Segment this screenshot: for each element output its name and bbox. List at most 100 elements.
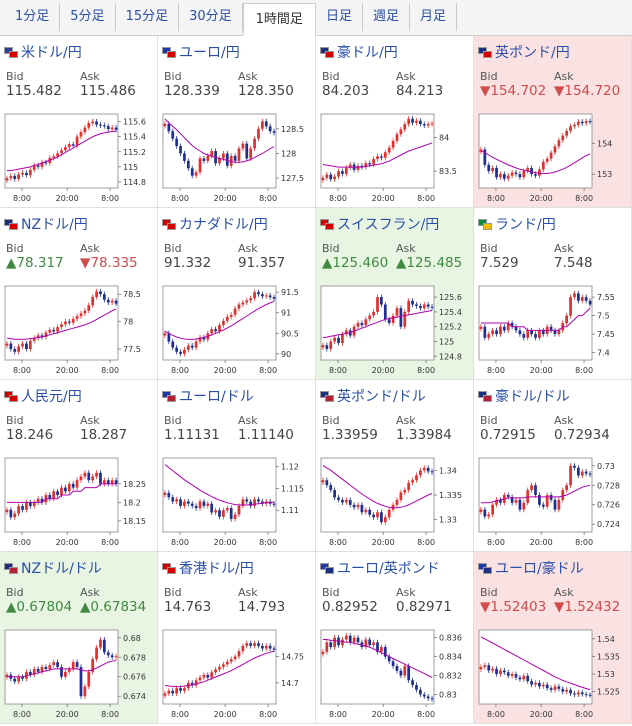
pair-title[interactable]: 豪ドル/円 — [320, 43, 398, 61]
moving-average-line — [6, 483, 117, 503]
flag-icon — [320, 562, 334, 574]
pair-name-link[interactable]: ユーロ/円 — [179, 45, 240, 61]
pair-title[interactable]: ユーロ/ドル — [162, 387, 254, 405]
candlestick-chart[interactable]: 8:00 20:00 8:00 1.12 1.115 1.11 — [162, 454, 312, 548]
candle — [383, 304, 387, 320]
candlestick-chart[interactable]: 8:00 20:00 8:00 84 83.5 — [320, 110, 470, 204]
tab-7[interactable]: 月足 — [410, 3, 457, 31]
flag-icon — [162, 46, 176, 58]
candle — [538, 495, 541, 505]
pair-name-link[interactable]: ランド/円 — [495, 217, 556, 233]
candlestick-chart[interactable]: 8:00 20:00 8:00 1.34 1.335 1.33 — [320, 454, 470, 548]
pair-title[interactable]: スイスフラン/円 — [320, 215, 439, 233]
pair-title[interactable]: ユーロ/円 — [162, 43, 240, 61]
candlestick-chart[interactable]: 8:00 20:00 8:00 18.25 18.2 18.15 — [4, 454, 154, 548]
candlestick-chart[interactable]: 8:00 20:00 8:00 154 153 — [478, 110, 628, 204]
ask-value: 84.213 — [396, 83, 444, 99]
x-tick-label: 8:00 — [329, 710, 347, 719]
tab-4[interactable]: 1時間足 — [242, 3, 316, 36]
tab-3[interactable]: 30分足 — [179, 3, 243, 31]
pair-name-link[interactable]: 英ポンド/ドル — [337, 389, 426, 405]
candlestick-chart[interactable]: 8:00 20:00 8:00 91.5 91 90.5 90 — [162, 282, 312, 376]
candlestick-chart[interactable]: 8:00 20:00 8:00 128.5 128 127.5 — [162, 110, 312, 204]
pair-title[interactable]: 豪ドル/ドル — [478, 387, 570, 405]
flag-quote-icon — [483, 394, 492, 402]
pair-title[interactable]: 人民元/円 — [4, 387, 82, 405]
tab-0[interactable]: 1分足 — [5, 3, 61, 31]
pair-title[interactable]: 米ドル/円 — [4, 43, 82, 61]
x-tick-label: 8:00 — [101, 538, 119, 547]
candle — [549, 326, 553, 331]
candle — [510, 496, 514, 503]
candlestick-chart[interactable]: 8:00 20:00 8:00 0.836 0.834 0.832 0.83 — [320, 626, 470, 720]
pair-title[interactable]: 英ポンド/円 — [478, 43, 570, 61]
candle — [576, 121, 580, 125]
pair-name-link[interactable]: ユーロ/ドル — [179, 389, 254, 405]
candle — [79, 476, 83, 481]
x-tick-label: 8:00 — [13, 194, 31, 203]
tab-2[interactable]: 15分足 — [116, 3, 180, 31]
candlestick-chart[interactable]: 8:00 20:00 8:00 115.6 115.4 115.2 115 114.8 — [4, 110, 154, 204]
pair-title[interactable]: NZドル/ドル — [4, 559, 102, 577]
candle — [399, 492, 403, 500]
candle — [565, 130, 569, 136]
candle — [534, 485, 537, 495]
pair-name-link[interactable]: 豪ドル/円 — [337, 45, 398, 61]
pair-title[interactable]: カナダドル/円 — [162, 215, 268, 233]
flag-base-icon — [320, 390, 329, 398]
pair-name-link[interactable]: カナダドル/円 — [179, 217, 268, 233]
tab-1[interactable]: 5分足 — [60, 3, 116, 31]
tab-6[interactable]: 週足 — [363, 3, 410, 31]
x-tick-label: 20:00 — [56, 194, 79, 203]
candlestick-chart[interactable]: 8:00 20:00 8:00 1.54 1.535 1.53 1.525 — [478, 626, 628, 720]
candle — [360, 504, 364, 513]
flag-quote-icon — [483, 50, 492, 58]
pair-name-link[interactable]: ユーロ/豪ドル — [495, 561, 584, 577]
candle — [75, 662, 79, 667]
pair-name-link[interactable]: 豪ドル/ドル — [495, 389, 570, 405]
pair-name-link[interactable]: スイスフラン/円 — [337, 217, 440, 233]
pair-name-link[interactable]: ユーロ/英ポンド — [337, 561, 440, 577]
candlestick-chart[interactable]: 8:00 20:00 8:00 7.55 7.5 7.45 7.4 — [478, 282, 628, 376]
bid-label: Bid — [322, 414, 340, 427]
candle — [206, 155, 210, 161]
candlestick-chart[interactable]: 8:00 20:00 8:00 125.6 125.4 125.2 125 124.8 — [320, 282, 470, 376]
candle — [372, 642, 375, 646]
pair-title[interactable]: 英ポンド/ドル — [320, 387, 426, 405]
flag-base-icon — [162, 46, 171, 54]
candle — [399, 308, 403, 327]
y-tick-label: 1.115 — [281, 484, 304, 493]
candle — [71, 662, 75, 669]
x-tick-label: 20:00 — [56, 366, 79, 375]
candle — [253, 138, 256, 149]
pair-name-link[interactable]: 人民元/円 — [21, 389, 82, 405]
pair-title[interactable]: ユーロ/英ポンド — [320, 559, 440, 577]
candlestick-chart[interactable]: 8:00 20:00 8:00 0.73 0.728 0.726 0.724 — [478, 454, 628, 548]
pair-name-link[interactable]: 英ポンド/円 — [495, 45, 570, 61]
candlestick-chart[interactable]: 8:00 20:00 8:00 78.5 78 77.5 — [4, 282, 154, 376]
candle — [106, 480, 110, 484]
candle — [522, 171, 526, 178]
pair-title[interactable]: 香港ドル/円 — [162, 559, 254, 577]
pair-title[interactable]: ランド/円 — [478, 215, 556, 233]
pair-title[interactable]: NZドル/円 — [4, 215, 88, 233]
candle — [580, 471, 584, 476]
candle — [95, 647, 98, 660]
candle — [52, 662, 56, 666]
tab-5[interactable]: 日足 — [316, 3, 363, 31]
y-tick-label: 0.674 — [123, 692, 146, 701]
pair-name-link[interactable]: 香港ドル/円 — [179, 561, 254, 577]
candle — [569, 465, 572, 486]
candle — [395, 499, 399, 505]
candle — [9, 175, 13, 179]
candlestick-chart[interactable]: 8:00 20:00 8:00 0.68 0.678 0.676 0.674 — [4, 626, 154, 720]
pair-title[interactable]: ユーロ/豪ドル — [478, 559, 584, 577]
candle — [553, 330, 557, 335]
candle — [426, 467, 430, 472]
candlestick-chart[interactable]: 8:00 20:00 8:00 14.75 14.7 — [162, 626, 312, 720]
pair-name-link[interactable]: 米ドル/円 — [21, 45, 82, 61]
candle — [479, 326, 483, 329]
pair-name-link[interactable]: NZドル/ドル — [21, 561, 102, 577]
pair-name-link[interactable]: NZドル/円 — [21, 217, 88, 233]
x-tick-label: 8:00 — [101, 366, 119, 375]
